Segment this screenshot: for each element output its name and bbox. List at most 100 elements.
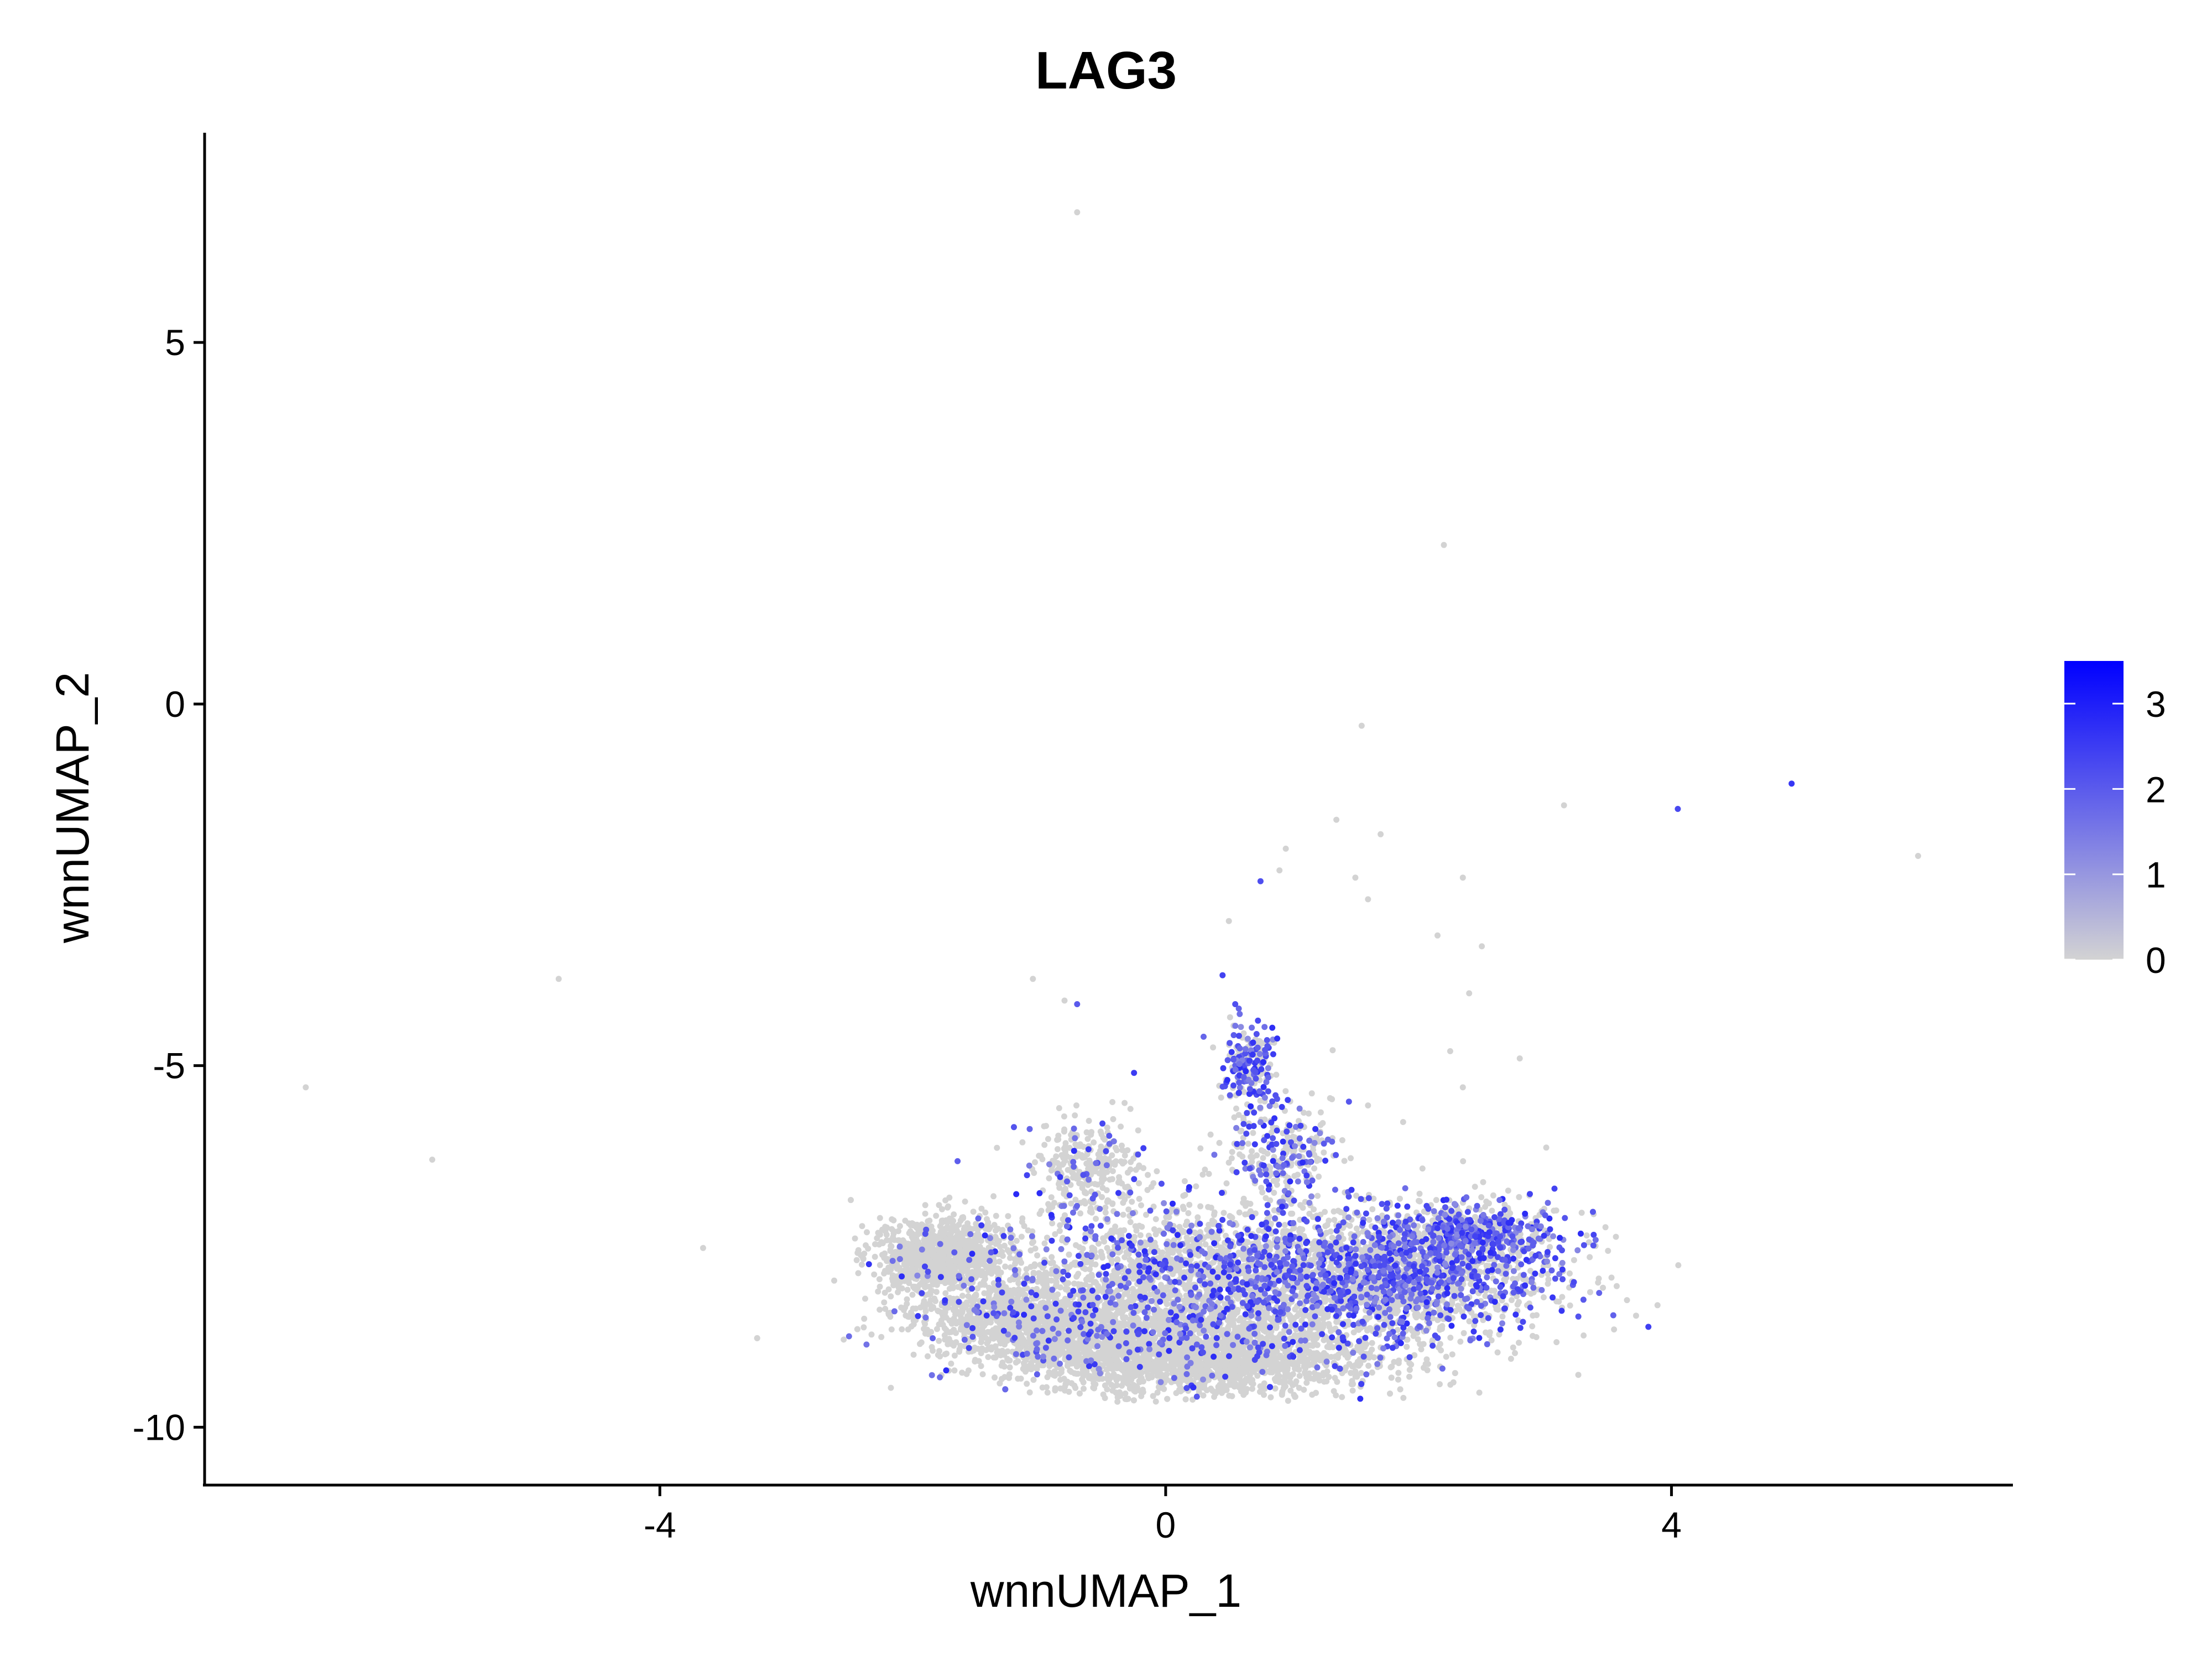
data-point xyxy=(1285,1398,1291,1404)
data-point xyxy=(1022,1326,1029,1332)
data-point xyxy=(982,1209,989,1216)
data-point xyxy=(952,1256,959,1262)
data-point xyxy=(1314,1342,1321,1348)
data-point xyxy=(994,1144,1000,1151)
data-point xyxy=(1343,1348,1349,1355)
data-point xyxy=(1116,1360,1123,1366)
data-point xyxy=(877,1306,883,1313)
data-point xyxy=(1510,1344,1516,1351)
data-point xyxy=(860,1324,867,1331)
data-point xyxy=(1261,1385,1268,1392)
data-point xyxy=(904,1287,911,1293)
data-point xyxy=(1111,1383,1118,1389)
data-point xyxy=(905,1313,911,1320)
data-point xyxy=(887,1237,894,1244)
data-point xyxy=(855,1247,862,1253)
data-point xyxy=(1006,1364,1013,1371)
data-point xyxy=(924,1277,931,1284)
data-point xyxy=(876,1276,883,1283)
data-point xyxy=(979,1345,985,1352)
data-point xyxy=(1081,1386,1087,1392)
data-point xyxy=(1395,1369,1402,1376)
data-point xyxy=(1185,1210,1192,1216)
data-point xyxy=(852,1235,858,1242)
data-point xyxy=(862,1295,868,1302)
data-point xyxy=(922,1202,928,1209)
data-point xyxy=(888,1384,894,1391)
data-point xyxy=(888,1243,895,1249)
data-point xyxy=(1091,1380,1097,1387)
data-point xyxy=(954,1284,961,1290)
data-point xyxy=(962,1243,968,1250)
data-point xyxy=(1136,1378,1142,1384)
data-point xyxy=(1113,1375,1119,1382)
data-point xyxy=(978,1205,985,1212)
data-point xyxy=(1039,1290,1045,1296)
data-point xyxy=(1046,1369,1052,1376)
data-point xyxy=(922,1283,928,1290)
data-point xyxy=(936,1337,942,1344)
data-point xyxy=(977,1281,984,1288)
data-point xyxy=(859,1223,865,1230)
data-point xyxy=(871,1271,878,1278)
data-point xyxy=(1128,1377,1135,1383)
data-point xyxy=(1236,1209,1243,1216)
data-point xyxy=(1015,1358,1021,1365)
data-point xyxy=(946,1317,953,1324)
data-point xyxy=(1387,1391,1393,1397)
data-point xyxy=(904,1300,910,1307)
data-point xyxy=(1130,1339,1137,1346)
data-point xyxy=(907,1228,914,1235)
data-point xyxy=(1132,1388,1139,1395)
data-point xyxy=(1197,1366,1204,1372)
data-point xyxy=(959,1235,966,1241)
data-point xyxy=(1217,1382,1223,1388)
data-point xyxy=(943,1350,950,1357)
data-point xyxy=(1287,1374,1293,1381)
data-point xyxy=(1066,1388,1072,1395)
data-point xyxy=(1108,1342,1115,1349)
data-point xyxy=(1128,1368,1135,1374)
data-point xyxy=(942,1197,949,1204)
data-point xyxy=(992,1343,999,1350)
data-point xyxy=(865,1245,872,1252)
data-point xyxy=(1349,1363,1355,1369)
data-point xyxy=(1270,1356,1277,1362)
data-point xyxy=(909,1292,916,1298)
data-point xyxy=(882,1223,889,1230)
data-point xyxy=(908,1323,915,1330)
data-point xyxy=(1145,1375,1152,1382)
data-point xyxy=(935,1308,941,1314)
data-point xyxy=(1094,1356,1100,1362)
data-point xyxy=(970,1243,977,1249)
data-point xyxy=(965,1293,972,1299)
data-point xyxy=(972,1358,978,1365)
data-point xyxy=(1397,1386,1404,1393)
data-point xyxy=(1333,1392,1339,1399)
data-point xyxy=(1267,1394,1274,1400)
data-point xyxy=(933,1289,940,1295)
data-point xyxy=(1296,1366,1302,1373)
data-point xyxy=(1406,1367,1413,1373)
data-point xyxy=(1030,1377,1037,1383)
data-point xyxy=(992,1233,999,1240)
data-point xyxy=(1211,1394,1218,1400)
data-point xyxy=(942,1290,949,1296)
data-point xyxy=(992,1354,999,1361)
data-point xyxy=(1350,1381,1356,1387)
data-point xyxy=(1117,1327,1123,1334)
data-point xyxy=(1295,1360,1301,1366)
data-point xyxy=(909,1265,915,1272)
data-point xyxy=(911,1285,918,1292)
data-point xyxy=(1208,1362,1215,1368)
data-point xyxy=(1296,1332,1302,1339)
data-point xyxy=(1071,1382,1078,1389)
data-point xyxy=(1120,1314,1126,1320)
data-point xyxy=(1131,1357,1138,1363)
data-point xyxy=(890,1282,897,1289)
data-point xyxy=(1076,1351,1082,1358)
data-point xyxy=(995,1348,1001,1355)
data-point xyxy=(1249,1377,1255,1383)
data-point xyxy=(1145,1363,1151,1369)
data-point xyxy=(1029,1240,1035,1246)
